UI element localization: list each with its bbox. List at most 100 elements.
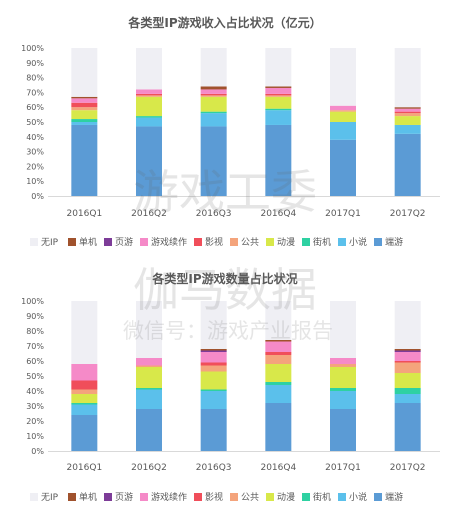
legend-entry: 小说	[349, 491, 367, 503]
bar-segment	[136, 365, 162, 367]
y-tick-label: 0%	[31, 447, 44, 456]
bar-segment	[200, 93, 227, 96]
bar-segment	[136, 301, 162, 358]
bar-segment	[200, 391, 227, 409]
bar-segment	[265, 108, 292, 111]
bar-segment	[265, 301, 292, 340]
legend-entry: 小说	[349, 236, 367, 248]
bar-segment	[200, 362, 227, 366]
bar-segment	[265, 96, 292, 109]
bar-segment	[136, 358, 162, 366]
bar-segment	[265, 364, 292, 382]
bar-segment	[394, 350, 421, 352]
legend-swatch	[194, 238, 202, 246]
bar-segment	[136, 93, 162, 96]
bar-segment	[200, 111, 227, 114]
bar-segment	[330, 364, 356, 367]
bar-segment	[265, 95, 292, 97]
y-tick-label: 40%	[26, 133, 44, 142]
y-tick-label: 20%	[26, 162, 44, 171]
y-tick-label: 90%	[26, 312, 44, 321]
x-tick-label: 2017Q2	[390, 463, 426, 473]
bar-segment	[265, 341, 292, 352]
legend-entry: 公共	[241, 492, 259, 503]
bar-segment	[200, 365, 227, 372]
bar-segment	[394, 349, 421, 351]
x-tick-label: 2017Q1	[325, 463, 361, 473]
y-tick-label: 40%	[26, 387, 44, 396]
bar-segment	[394, 113, 421, 117]
bar-segment	[71, 98, 98, 103]
revenue-share-chart: 各类型IP游戏收入占比状况（亿元） 0% 10% 20% 30% 40% 50% 60% 70%…	[21, 15, 440, 248]
x-tick-label: 2017Q1	[325, 209, 361, 219]
x-tick-label: 2016Q1	[66, 209, 102, 219]
legend-swatch	[30, 238, 38, 246]
bar-segment	[330, 122, 356, 140]
bar-segment	[394, 111, 421, 114]
bar-segment	[394, 352, 421, 361]
legend-entry: 端游	[385, 491, 403, 503]
legend-swatch	[338, 238, 346, 246]
legend-swatch	[302, 493, 310, 501]
watermark-line-2: 伽马数据	[133, 263, 317, 317]
x-tick-label: 2016Q1	[66, 463, 102, 473]
bar-segment	[200, 389, 227, 391]
legend-swatch	[230, 238, 238, 246]
bar-segment	[265, 110, 292, 125]
bar-segment	[71, 301, 98, 364]
x-tick-label: 2016Q2	[131, 463, 167, 473]
bar-segment	[265, 340, 292, 342]
bar-segment	[330, 409, 356, 451]
legend-entry: 页游	[115, 236, 133, 248]
bar-segment	[200, 409, 227, 451]
bar-segment	[136, 389, 162, 409]
bar-segment	[265, 87, 292, 94]
x-tick-label: 2016Q4	[260, 463, 296, 473]
watermark-line-3: 微信号：游戏产业报告	[123, 319, 333, 343]
y-tick-label: 0%	[31, 192, 44, 201]
bar-segment	[394, 116, 421, 125]
legend-entry: 公共	[241, 237, 259, 248]
bar-segment	[136, 95, 162, 97]
bar-segment	[71, 364, 98, 381]
bar-segment	[200, 371, 227, 390]
bar-segment	[71, 404, 98, 415]
bar-segment	[330, 301, 356, 358]
legend-entry: 无IP	[41, 492, 59, 503]
bar-segment	[265, 352, 292, 355]
legend-entry: 单机	[79, 491, 97, 503]
legend-swatch	[104, 493, 112, 501]
legend-swatch	[374, 238, 382, 246]
legend-swatch	[140, 238, 148, 246]
y-tick-label: 30%	[26, 148, 44, 157]
legend-swatch	[230, 493, 238, 501]
y-tick-label: 50%	[26, 118, 44, 127]
bar-segment	[330, 367, 356, 388]
legend-swatch	[30, 493, 38, 501]
bar-segment	[330, 111, 356, 122]
legend-entry: 游戏续作	[151, 491, 187, 503]
x-tick-label: 2016Q2	[131, 209, 167, 219]
legend-entry: 单机	[79, 236, 97, 248]
bar-segment	[394, 301, 421, 349]
bar-segment	[394, 373, 421, 388]
bar-segment	[330, 105, 356, 111]
y-tick-label: 70%	[26, 88, 44, 97]
bar-segment	[71, 124, 98, 196]
legend-swatch	[104, 238, 112, 246]
chart-title: 各类型IP游戏数量占比状况	[151, 271, 297, 286]
bar-segment	[394, 394, 421, 403]
bar-segment	[71, 380, 98, 390]
legend-entry: 页游	[115, 491, 133, 503]
bar-segment	[71, 389, 98, 394]
bar-segment	[330, 391, 356, 409]
legend-swatch	[68, 493, 76, 501]
bar-segment	[136, 116, 162, 118]
legend-entry: 游戏续作	[151, 236, 187, 248]
y-tick-label: 70%	[26, 342, 44, 351]
bar-segment	[200, 113, 227, 127]
legend-swatch	[266, 238, 274, 246]
bar-segment	[265, 355, 292, 364]
bar-segment	[136, 126, 162, 196]
